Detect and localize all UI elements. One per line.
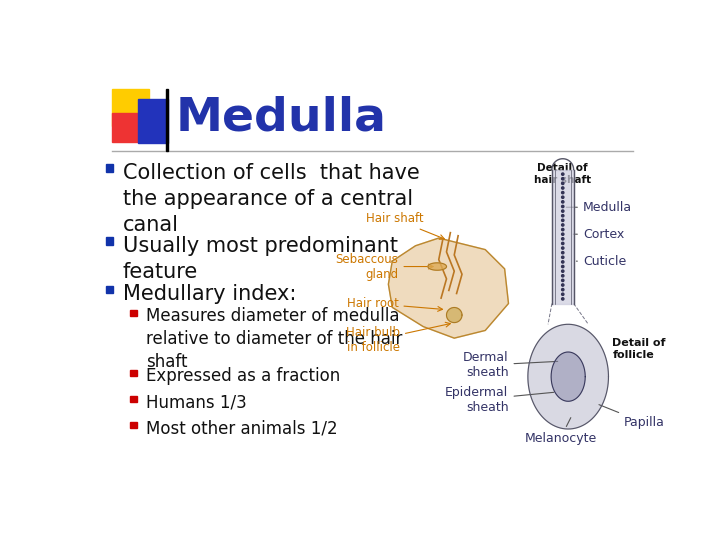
Circle shape (562, 288, 564, 291)
Text: Sebaccous
gland: Sebaccous gland (336, 253, 433, 281)
Bar (130, 309, 137, 316)
Text: Dermal
sheath: Dermal sheath (463, 351, 558, 379)
Bar (130, 370, 137, 376)
Bar (112, 112, 149, 142)
Bar (112, 90, 149, 126)
Circle shape (562, 293, 564, 295)
Bar (166, 90, 168, 151)
Circle shape (562, 252, 564, 254)
Circle shape (562, 178, 564, 180)
Circle shape (562, 219, 564, 221)
Text: Medulla: Medulla (175, 96, 386, 140)
Text: Hair shaft: Hair shaft (366, 212, 444, 239)
Text: Medulla: Medulla (567, 201, 632, 214)
Circle shape (562, 192, 564, 194)
Bar (106, 237, 113, 245)
Text: Most other animals 1/2: Most other animals 1/2 (145, 420, 338, 438)
Polygon shape (551, 352, 585, 401)
Text: Detail of
follicle: Detail of follicle (612, 338, 666, 360)
Text: Melanocyte: Melanocyte (524, 417, 597, 445)
Text: Expressed as a fraction: Expressed as a fraction (145, 367, 340, 386)
Circle shape (562, 247, 564, 249)
Circle shape (562, 201, 564, 203)
Circle shape (562, 173, 564, 176)
Circle shape (562, 182, 564, 185)
Bar (106, 286, 113, 294)
Circle shape (562, 242, 564, 245)
Circle shape (562, 228, 564, 231)
Circle shape (562, 275, 564, 277)
Text: Cuticle: Cuticle (577, 255, 626, 268)
Text: Hair root: Hair root (346, 297, 443, 311)
Circle shape (562, 214, 564, 217)
Circle shape (562, 238, 564, 240)
Bar (138, 99, 168, 143)
Polygon shape (388, 238, 508, 338)
Circle shape (562, 261, 564, 263)
Text: Detail of
hair shaft: Detail of hair shaft (534, 164, 591, 185)
Bar (130, 422, 137, 428)
Text: Measures diameter of medulla
relative to diameter of the hair
shaft: Measures diameter of medulla relative to… (145, 307, 402, 371)
Circle shape (562, 265, 564, 268)
Polygon shape (552, 170, 574, 303)
Text: Medullary index:: Medullary index: (122, 284, 296, 304)
Circle shape (562, 298, 564, 300)
Text: Cortex: Cortex (573, 228, 624, 241)
Text: Usually most predominant
feature: Usually most predominant feature (122, 236, 397, 282)
Circle shape (562, 279, 564, 281)
Polygon shape (428, 263, 446, 270)
Circle shape (562, 233, 564, 235)
Circle shape (562, 187, 564, 189)
Circle shape (562, 256, 564, 259)
Text: Hair bulb
in follicle: Hair bulb in follicle (346, 322, 450, 354)
Bar (130, 396, 137, 402)
Circle shape (562, 284, 564, 286)
Text: Epidermal
sheath: Epidermal sheath (445, 386, 554, 414)
Text: Papilla: Papilla (599, 404, 665, 429)
Polygon shape (446, 307, 462, 322)
Polygon shape (528, 325, 608, 429)
Circle shape (562, 205, 564, 208)
Text: Collection of cells  that have
the appearance of a central
canal: Collection of cells that have the appear… (122, 163, 419, 235)
Text: Humans 1/3: Humans 1/3 (145, 394, 246, 411)
Bar (106, 164, 113, 172)
Circle shape (562, 196, 564, 198)
Circle shape (562, 224, 564, 226)
Circle shape (562, 210, 564, 212)
Circle shape (562, 270, 564, 272)
